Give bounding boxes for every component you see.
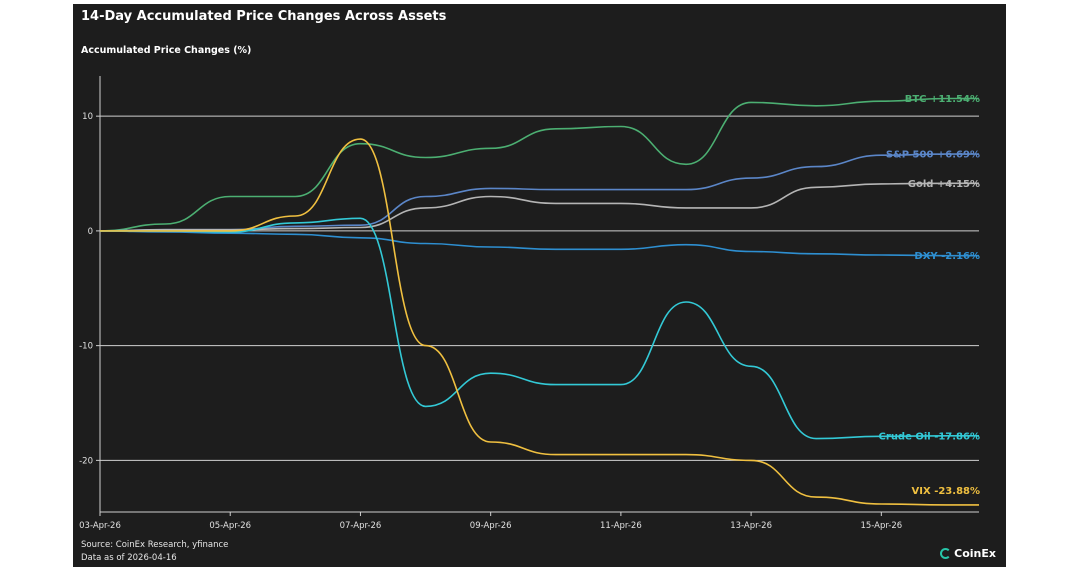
brand-name: CoinEx (954, 547, 996, 560)
series-lines (99, 97, 980, 506)
y-tick-label: -20 (79, 456, 93, 466)
grid-lines (99, 76, 979, 513)
series-label-crude-oil: Crude Oil -17.86% (879, 431, 980, 442)
x-tick-labels: 03-Apr-26 05-Apr-26 07-Apr-26 09-Apr-26 11-A… (79, 512, 902, 531)
x-tick-label: 11-Apr-26 (600, 521, 642, 531)
y-axis-label: Accumulated Price Changes (%) (81, 45, 252, 56)
x-tick-label: 03-Apr-26 (79, 521, 121, 531)
series-line-crude-oil (100, 217, 980, 440)
series-label-btc: BTC +11.54% (905, 94, 980, 105)
x-tick-label: 09-Apr-26 (470, 521, 512, 531)
x-tick-label: 13-Apr-26 (730, 521, 772, 531)
series-line-s-p-500 (99, 153, 979, 232)
y-tick-label: 0 (88, 227, 93, 237)
x-tick-label: 05-Apr-26 (209, 521, 251, 531)
series-label-vix: VIX -23.88% (912, 486, 980, 497)
series-line-dxy (99, 230, 979, 257)
x-tick-label: 15-Apr-26 (860, 521, 902, 531)
chart-title: 14-Day Accumulated Price Changes Across … (81, 9, 447, 24)
series-label-gold: Gold +4.15% (908, 179, 980, 190)
coinex-logo-icon (940, 548, 952, 559)
chart-panel: 14-Day Accumulated Price Changes Across … (73, 4, 1006, 567)
series-line-btc (99, 97, 979, 232)
series-label-s-p-500: S&P 500 +6.69% (886, 150, 980, 161)
series-label-dxy: DXY -2.16% (914, 251, 980, 262)
y-tick-labels: 10 0 -10 -20 (79, 112, 100, 466)
x-tick-label: 07-Apr-26 (340, 521, 382, 531)
series-end-labels: BTC +11.54% S&P 500 +6.69% Gold +4.15% DXY … (879, 94, 980, 497)
brand-logo: CoinEx (940, 547, 996, 560)
y-tick-label: -10 (79, 342, 93, 352)
source-note: Source: CoinEx Research, yfinance (81, 540, 229, 550)
date-note: Data as of 2026-04-16 (81, 553, 177, 563)
y-tick-label: 10 (82, 112, 93, 122)
plot-area: 10 0 -10 -20 03-Apr-26 05-Apr-26 07-Apr-26 09-… (79, 76, 980, 531)
series-line-vix (100, 138, 979, 506)
series-line-gold (99, 182, 979, 232)
